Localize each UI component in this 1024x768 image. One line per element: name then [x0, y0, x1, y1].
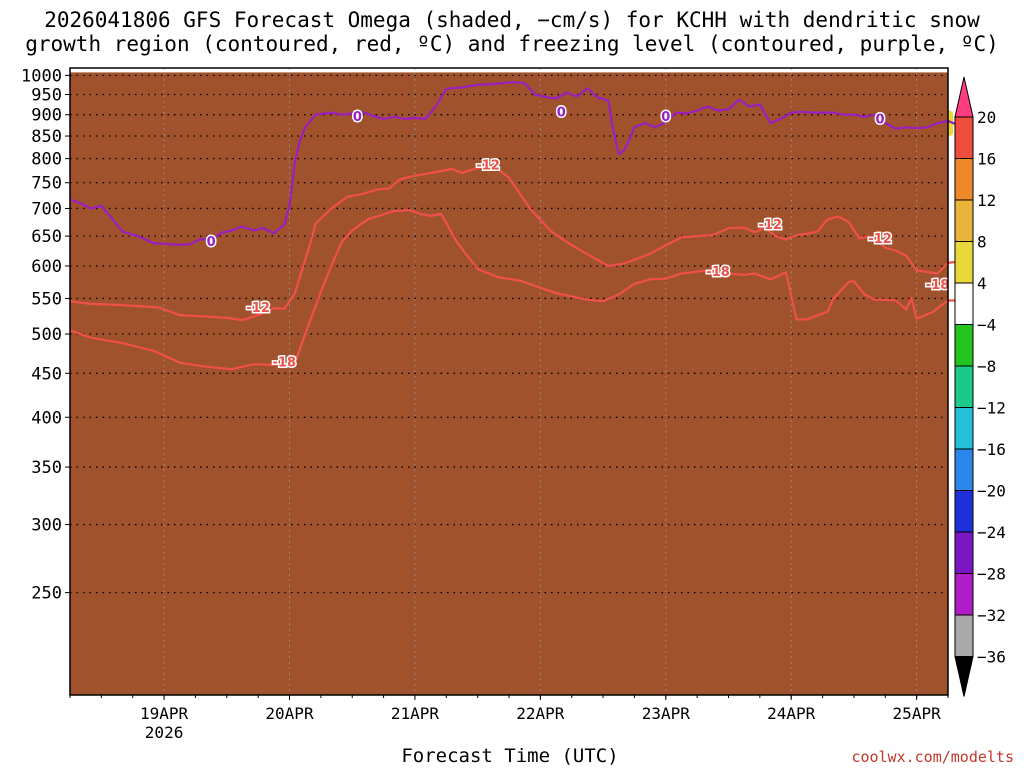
x-year-label: 2026 [145, 723, 184, 742]
x-tick-label: 24APR [767, 704, 816, 723]
colorbar-bottom-arrow [954, 656, 974, 697]
y-tick-label: 1000 [21, 66, 62, 86]
contour-label: -12 [759, 218, 783, 233]
y-tick-label: 700 [31, 199, 62, 219]
contour-label: 0 [207, 235, 216, 250]
colorbar-label: −24 [977, 523, 1006, 542]
ground-layer [70, 72, 948, 695]
x-tick-label: 23APR [642, 704, 691, 723]
plot-frame [69, 67, 949, 696]
credit-link[interactable]: coolwx.com/modelts [851, 748, 1014, 766]
contour-label: 0 [557, 106, 566, 121]
colorbar-label: −4 [977, 316, 996, 335]
colorbar-label: −32 [977, 606, 1006, 625]
contour-label: -18 [273, 356, 297, 371]
y-tick-label: 350 [31, 458, 62, 478]
x-tick-label: 21APR [391, 704, 440, 723]
y-tick-label: 600 [31, 257, 62, 277]
y-tick-label: 800 [31, 150, 62, 170]
colorbar-label: 4 [977, 274, 987, 293]
contour-label: 0 [876, 113, 885, 128]
contour-label: -12 [476, 159, 500, 174]
x-axis-label: Forecast Time (UTC) [401, 745, 619, 767]
colorbar-label: −36 [977, 648, 1006, 667]
y-tick-label: 250 [31, 584, 62, 604]
colorbar-swatch [954, 241, 974, 284]
colorbar-label: −16 [977, 440, 1006, 459]
x-tick-label: 22APR [516, 704, 565, 723]
freezing-level-contour [69, 81, 964, 246]
colorbar-swatch [954, 573, 974, 616]
colorbar-swatch [954, 614, 974, 657]
colorbar-swatch [954, 199, 974, 242]
chart-title-line-2: growth region (contoured, red, ºC) and f… [25, 32, 999, 56]
contour-label: -12 [868, 232, 892, 247]
colorbar-swatch [954, 158, 974, 201]
x-tick-label: 19APR [140, 704, 189, 723]
colorbar-label: −28 [977, 565, 1006, 584]
dgz-contour--12 [69, 164, 964, 322]
colorbar-label: −20 [977, 482, 1006, 501]
colorbar-swatch [954, 282, 974, 325]
colorbar-swatch [954, 324, 974, 367]
x-tick-label: 25APR [893, 704, 942, 723]
colorbar: 20 16 12 8 4 −4 −8 −12 −16 −20 −24 −28 −32 −36 [954, 76, 1006, 697]
y-tick-label: 550 [31, 289, 62, 309]
colorbar-label: −8 [977, 357, 996, 376]
colorbar-label: −12 [977, 399, 1006, 418]
colorbar-label: 8 [977, 233, 987, 252]
colorbar-swatch [954, 116, 974, 159]
colorbar-swatch [954, 531, 974, 574]
y-tick-label: 950 [31, 86, 62, 106]
y-tick-label: 750 [31, 174, 62, 194]
colorbar-label: 12 [977, 191, 996, 210]
x-tick-label: 20APR [265, 704, 314, 723]
y-tick-label: 650 [31, 227, 62, 247]
contour-label: 0 [353, 110, 362, 125]
dgz-contour--18 [69, 209, 964, 371]
contour-label: -18 [706, 265, 730, 280]
contour-label: -12 [246, 301, 270, 316]
y-tick-label: 500 [31, 325, 62, 345]
axes-layer: 2503003504004505005506006507007508008509… [21, 66, 949, 742]
colorbar-swatch [954, 365, 974, 408]
y-tick-label: 450 [31, 364, 62, 384]
chart-title-line-1: 2026041806 GFS Forecast Omega (shaded, −… [44, 8, 980, 32]
colorbar-label: 16 [977, 150, 996, 169]
ground-strip [70, 72, 948, 695]
colorbar-swatch [954, 490, 974, 533]
contour-label: 0 [661, 110, 670, 125]
colorbar-top-arrow [954, 76, 974, 118]
contour-label: -18 [926, 278, 950, 293]
y-tick-label: 400 [31, 408, 62, 428]
contour-layer: -18 -18 -18 -12 -12 -12 -12 0 0 0 0 0 [69, 81, 964, 372]
colorbar-swatch [954, 407, 974, 450]
y-tick-label: 900 [31, 106, 62, 126]
y-tick-label: 850 [31, 127, 62, 147]
colorbar-swatch [954, 448, 974, 491]
grid-layer [70, 68, 948, 695]
y-tick-label: 300 [31, 516, 62, 536]
colorbar-label: 20 [977, 108, 996, 127]
